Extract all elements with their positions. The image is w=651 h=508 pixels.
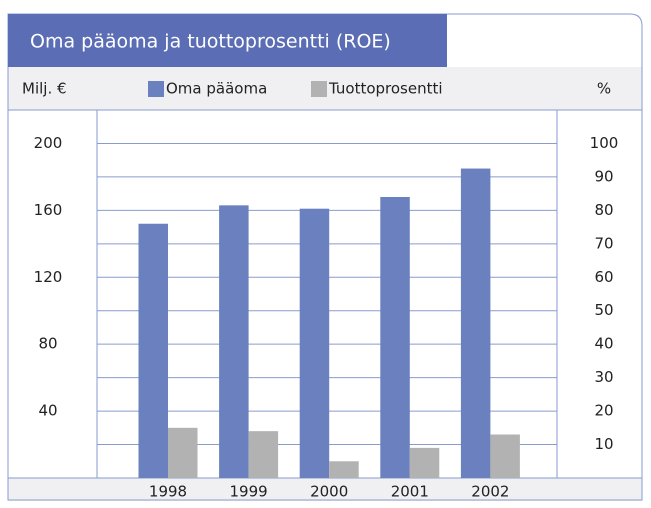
bar xyxy=(460,168,491,478)
y2-tick-label: 60 xyxy=(594,268,613,286)
legend-swatch xyxy=(148,81,164,97)
bar xyxy=(138,223,168,478)
x-tick-label: 1998 xyxy=(149,483,187,501)
footer-row xyxy=(8,478,642,501)
legend-label: Tuottoprosentti xyxy=(328,80,443,98)
y2-tick-label: 10 xyxy=(594,435,613,453)
frame xyxy=(7,13,643,501)
y2-tick-label: 20 xyxy=(594,402,613,420)
bar xyxy=(329,461,359,478)
y-tick-label: 80 xyxy=(38,335,57,353)
legend-swatch xyxy=(311,81,327,97)
y2-tick-label: 30 xyxy=(594,368,613,386)
y2-tick-label: 90 xyxy=(594,167,613,185)
bar xyxy=(299,208,330,478)
y-tick-label: 120 xyxy=(34,268,63,286)
y-tick-label: 160 xyxy=(34,201,63,219)
y2-tick-label: 40 xyxy=(594,335,613,353)
y2-tick-label: 100 xyxy=(590,134,619,152)
x-tick-label: 1999 xyxy=(230,483,268,501)
chart-title: Oma pääoma ja tuottoprosentti (ROE) xyxy=(30,31,391,53)
y2-tick-label: 80 xyxy=(594,201,613,219)
y2-tick-label: 50 xyxy=(594,301,613,319)
bar xyxy=(248,431,279,478)
y-tick-label: 40 xyxy=(38,402,57,420)
y-tick-label: 200 xyxy=(34,134,63,152)
y2-axis-label: % xyxy=(597,80,611,98)
x-tick-label: 2001 xyxy=(391,483,429,501)
x-tick-label: 2002 xyxy=(471,483,509,501)
bar xyxy=(219,205,249,478)
bar xyxy=(168,427,198,478)
y-axis-label: Milj. € xyxy=(22,80,67,98)
y2-tick-label: 70 xyxy=(594,234,613,252)
bar xyxy=(409,447,440,478)
title-box xyxy=(8,14,447,67)
bar xyxy=(490,434,520,478)
bar xyxy=(380,196,410,478)
legend-label: Oma pääoma xyxy=(166,80,267,98)
x-tick-label: 2000 xyxy=(310,483,348,501)
